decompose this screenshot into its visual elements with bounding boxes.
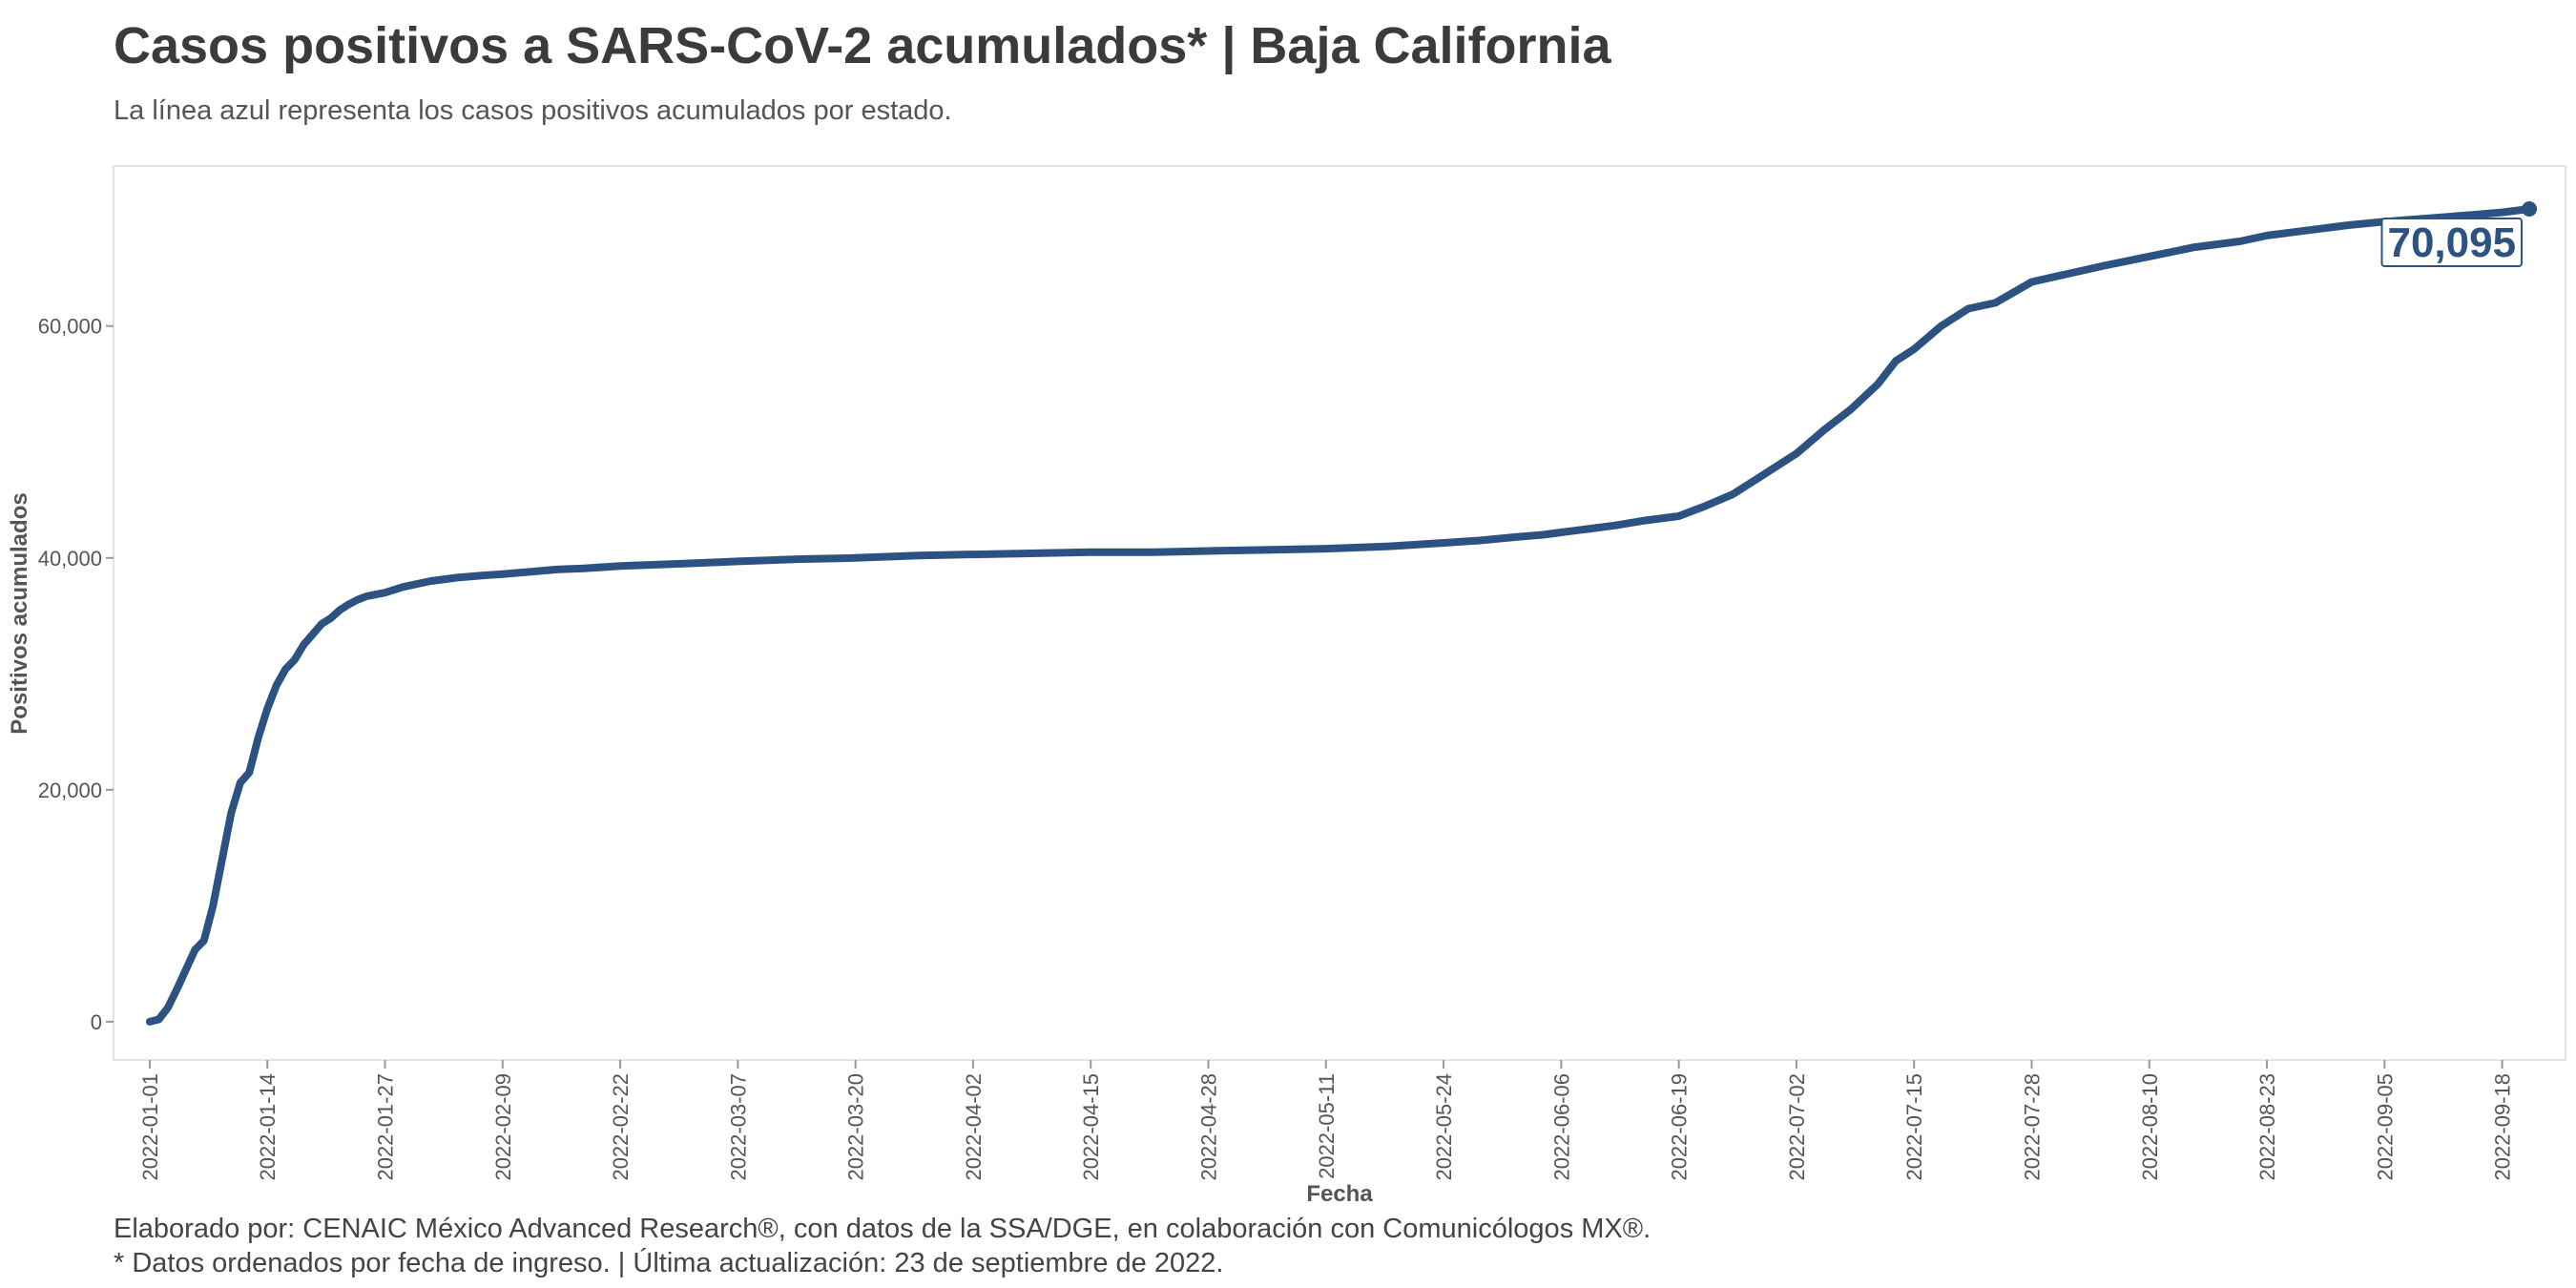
caption-line-1: Elaborado por: CENAIC México Advanced Re… [114,1214,1651,1244]
x-tick-label: 2022-07-15 [1902,1073,1926,1181]
x-tick-label: 2022-01-27 [374,1073,398,1181]
caption-line-2: * Datos ordenados por fecha de ingreso. … [114,1247,1223,1278]
x-tick-label: 2022-07-28 [2020,1073,2044,1181]
end-value-label: 70,095 [2387,219,2516,266]
x-tick-label: 2022-03-20 [844,1073,868,1181]
x-axis-title: Fecha [1306,1181,1373,1207]
x-tick-label: 2022-01-14 [256,1073,280,1181]
y-tick-label: 20,000 [38,779,102,802]
x-tick-label: 2022-04-15 [1079,1073,1103,1181]
x-tick-label: 2022-05-11 [1315,1073,1339,1179]
x-tick-label: 2022-04-28 [1196,1073,1220,1181]
plot-area [113,165,2566,1061]
x-tick-label: 2022-05-24 [1432,1073,1456,1181]
x-tick-label: 2022-03-07 [726,1073,750,1181]
x-tick-label: 2022-09-05 [2373,1073,2397,1181]
x-tick-label: 2022-02-22 [609,1073,633,1181]
y-tick-label: 0 [91,1010,102,1034]
x-tick-label: 2022-01-01 [138,1073,162,1181]
x-axis: 2022-01-01 2022-01-14 2022-01-27 2022-02-09… [138,1060,2515,1181]
x-tick-label: 2022-08-23 [2255,1073,2279,1181]
series-line [145,205,2534,1026]
y-axis-title: Positivos acumulados [7,492,32,734]
end-label-box [2380,218,2524,268]
x-tick-label: 2022-07-02 [1785,1073,1809,1181]
y-tick-label: 60,000 [38,315,102,339]
y-axis: 0 20,000 40,000 60,000 [38,315,114,1034]
end-point-marker [2522,201,2538,218]
x-tick-label: 2022-06-19 [1668,1073,1692,1181]
chart-title: Casos positivos a SARS-CoV-2 acumulados*… [114,17,1612,75]
x-tick-label: 2022-09-18 [2491,1073,2515,1181]
x-tick-label: 2022-02-09 [491,1073,515,1181]
y-tick-label: 40,000 [38,547,102,571]
chart-subtitle: La línea azul representa los casos posit… [114,95,952,126]
x-tick-label: 2022-06-06 [1549,1073,1573,1181]
x-tick-label: 2022-04-02 [962,1073,986,1181]
x-tick-label: 2022-08-10 [2138,1073,2162,1181]
